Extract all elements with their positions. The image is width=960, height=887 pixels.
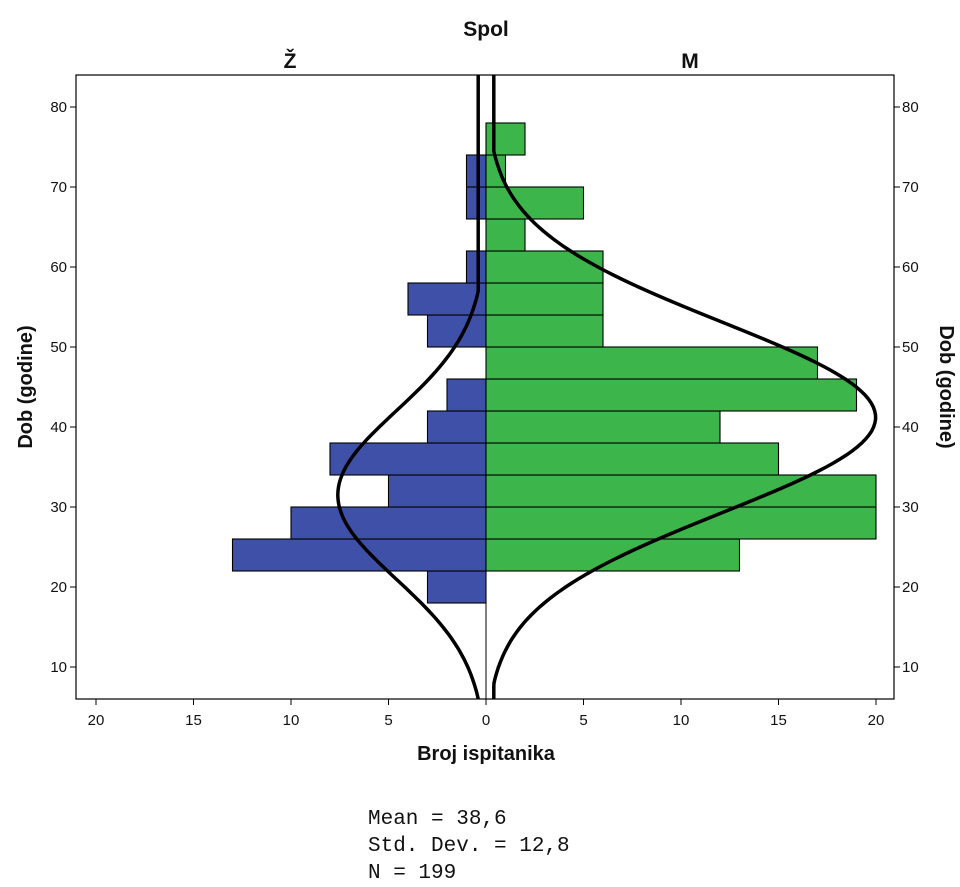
x-axis-label: Broj ispitanika bbox=[417, 743, 556, 765]
bar-female-4 bbox=[329, 442, 487, 476]
y-tick-label-right: 70 bbox=[902, 179, 919, 196]
bar-male-1 bbox=[485, 506, 877, 540]
bar-female-0 bbox=[426, 570, 487, 604]
y-axis-label-right: Dob (godine) bbox=[935, 325, 957, 448]
x-tick-label: 15 bbox=[770, 712, 787, 729]
bar-male-7 bbox=[485, 314, 604, 348]
left-panel-label: Ž bbox=[284, 49, 297, 73]
stat-std-dev: Std. Dev. = 12,8 bbox=[368, 835, 570, 858]
x-tick-label: 10 bbox=[283, 712, 300, 729]
y-tick-label-right: 10 bbox=[902, 659, 919, 676]
y-tick-label-left: 20 bbox=[50, 579, 67, 596]
y-tick-label-left: 10 bbox=[50, 659, 67, 676]
bar-male-3 bbox=[485, 442, 780, 476]
bars-group bbox=[231, 122, 877, 604]
chart-title: Spol bbox=[463, 18, 509, 41]
bar-male-2 bbox=[485, 474, 877, 508]
bar-male-0 bbox=[485, 538, 741, 572]
bar-male-8 bbox=[485, 282, 604, 316]
y-tick-label-right: 20 bbox=[902, 579, 919, 596]
y-tick-label-left: 70 bbox=[50, 179, 67, 196]
y-tick-label-left: 50 bbox=[50, 339, 67, 356]
normal-curve-male bbox=[492, 75, 878, 699]
bar-female-10 bbox=[465, 186, 487, 220]
stat-mean: Mean = 38,6 bbox=[368, 808, 507, 831]
bar-female-9 bbox=[465, 250, 487, 284]
bar-male-13 bbox=[485, 122, 526, 156]
normal-curve-female bbox=[336, 75, 480, 700]
x-tick-label: 15 bbox=[185, 712, 202, 729]
y-tick-label-right: 50 bbox=[902, 339, 919, 356]
right-panel-label: M bbox=[681, 50, 699, 73]
x-tick-label: 20 bbox=[868, 712, 885, 729]
x-tick-label: 20 bbox=[88, 712, 105, 729]
y-tick-label-left: 80 bbox=[50, 99, 67, 116]
y-tick-label-right: 40 bbox=[902, 419, 919, 436]
x-tick-label: 10 bbox=[673, 712, 690, 729]
x-tick-label: 5 bbox=[579, 712, 587, 729]
bar-male-11 bbox=[485, 186, 585, 220]
x-tick-label: 0 bbox=[482, 712, 490, 729]
bar-male-6 bbox=[485, 346, 819, 380]
y-axis-label-left: Dob (godine) bbox=[15, 325, 37, 448]
y-tick-label-left: 40 bbox=[50, 419, 67, 436]
y-tick-label-left: 60 bbox=[50, 259, 67, 276]
y-tick-label-left: 30 bbox=[50, 499, 67, 516]
bar-female-5 bbox=[426, 410, 487, 444]
bar-male-10 bbox=[485, 218, 526, 252]
bar-female-2 bbox=[290, 506, 487, 540]
plot-frame bbox=[75, 74, 895, 700]
bar-female-3 bbox=[387, 474, 487, 508]
y-tick-label-right: 80 bbox=[902, 99, 919, 116]
curves-group bbox=[336, 75, 878, 700]
bar-female-6 bbox=[446, 378, 487, 412]
stat-n: N = 199 bbox=[368, 862, 457, 885]
bar-male-5 bbox=[485, 378, 858, 412]
y-tick-label-right: 30 bbox=[902, 499, 919, 516]
summary-statistics: Mean = 38,6 Std. Dev. = 12,8 N = 199 bbox=[368, 806, 570, 887]
x-tick-label: 5 bbox=[384, 712, 392, 729]
bar-male-9 bbox=[485, 250, 604, 284]
bar-male-4 bbox=[485, 410, 721, 444]
y-tick-label-right: 60 bbox=[902, 259, 919, 276]
bar-female-11 bbox=[465, 154, 487, 188]
